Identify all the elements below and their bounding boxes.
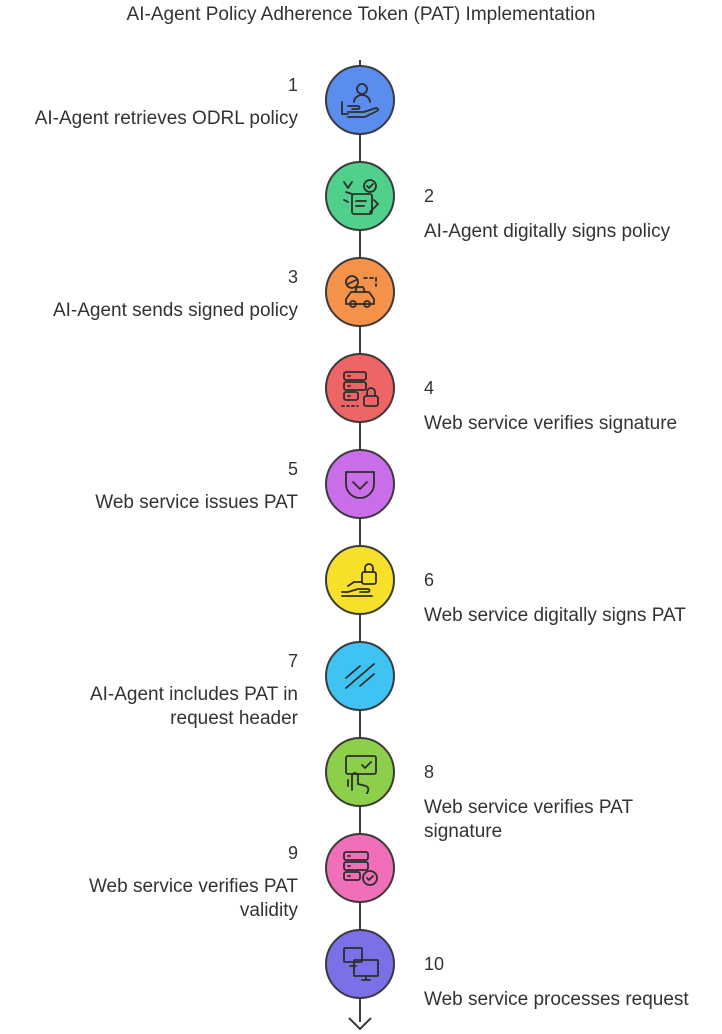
delivery-vehicle-icon (345, 275, 377, 308)
step-number: 2 (424, 186, 435, 206)
step-label: Web service digitally signs PAT (424, 605, 686, 626)
step-label: AI-Agent sends signed policy (52, 300, 298, 321)
step-label: Web service verifies PAT validity (88, 876, 298, 921)
step-5-circle (325, 449, 395, 519)
touch-check-icon (345, 755, 377, 794)
step-number: 8 (424, 762, 435, 782)
step-number: 4 (424, 378, 435, 398)
step-9: 9 Web service verifies PAT validity (0, 830, 722, 926)
step-4-circle (325, 353, 395, 423)
step-2: 2 AI-Agent digitally signs policy (0, 158, 722, 254)
server-check-icon (343, 851, 378, 886)
step-label: Web service issues PAT (95, 492, 298, 513)
step-7-circle (325, 641, 395, 711)
step-6-circle (325, 545, 395, 615)
step-4: 4 Web service verifies signature (0, 350, 722, 446)
step-number: 9 (287, 843, 298, 863)
step-10-circle (325, 929, 395, 999)
step-1-circle (325, 65, 395, 135)
step-10: 10 Web service processes request (0, 926, 722, 1022)
step-label: AI-Agent digitally signs policy (424, 221, 671, 242)
step-2-circle (325, 161, 395, 231)
step-label: Web service verifies PAT signature (424, 797, 633, 842)
computers-icon (343, 947, 379, 981)
step-number: 5 (287, 459, 298, 479)
step-label: Web service processes request (424, 989, 689, 1010)
step-7: 7 AI-Agent includes PAT in request header (0, 638, 722, 734)
pocket-icon (345, 471, 375, 499)
step-6: 6 Web service digitally signs PAT (0, 542, 722, 638)
step-number: 6 (424, 570, 435, 590)
step-8-circle (325, 737, 395, 807)
user-hand-icon (341, 83, 379, 118)
step-3: 3 AI-Agent sends signed policy (0, 254, 722, 350)
step-1: 1 AI-Agent retrieves ODRL policy (0, 62, 722, 158)
server-lock-icon (341, 371, 379, 407)
step-number: 7 (287, 651, 298, 671)
step-9-circle (325, 833, 395, 903)
zendesk-icon (345, 663, 375, 689)
end-arrow-icon (348, 1017, 372, 1031)
signed-document-icon (343, 179, 379, 215)
step-5: 5 Web service issues PAT (0, 446, 722, 542)
step-number: 10 (424, 954, 445, 974)
step-label: AI-Agent includes PAT in request header (89, 684, 298, 729)
step-number: 3 (287, 267, 298, 287)
step-label: AI-Agent retrieves ODRL policy (34, 108, 298, 129)
step-8: 8 Web service verifies PAT signature (0, 734, 722, 842)
step-number: 1 (287, 75, 298, 95)
step-3-circle (325, 257, 395, 327)
hand-lock-icon (341, 563, 377, 597)
step-label: Web service verifies signature (424, 413, 678, 434)
diagram-title: AI-Agent Policy Adherence Token (PAT) Im… (126, 4, 596, 25)
